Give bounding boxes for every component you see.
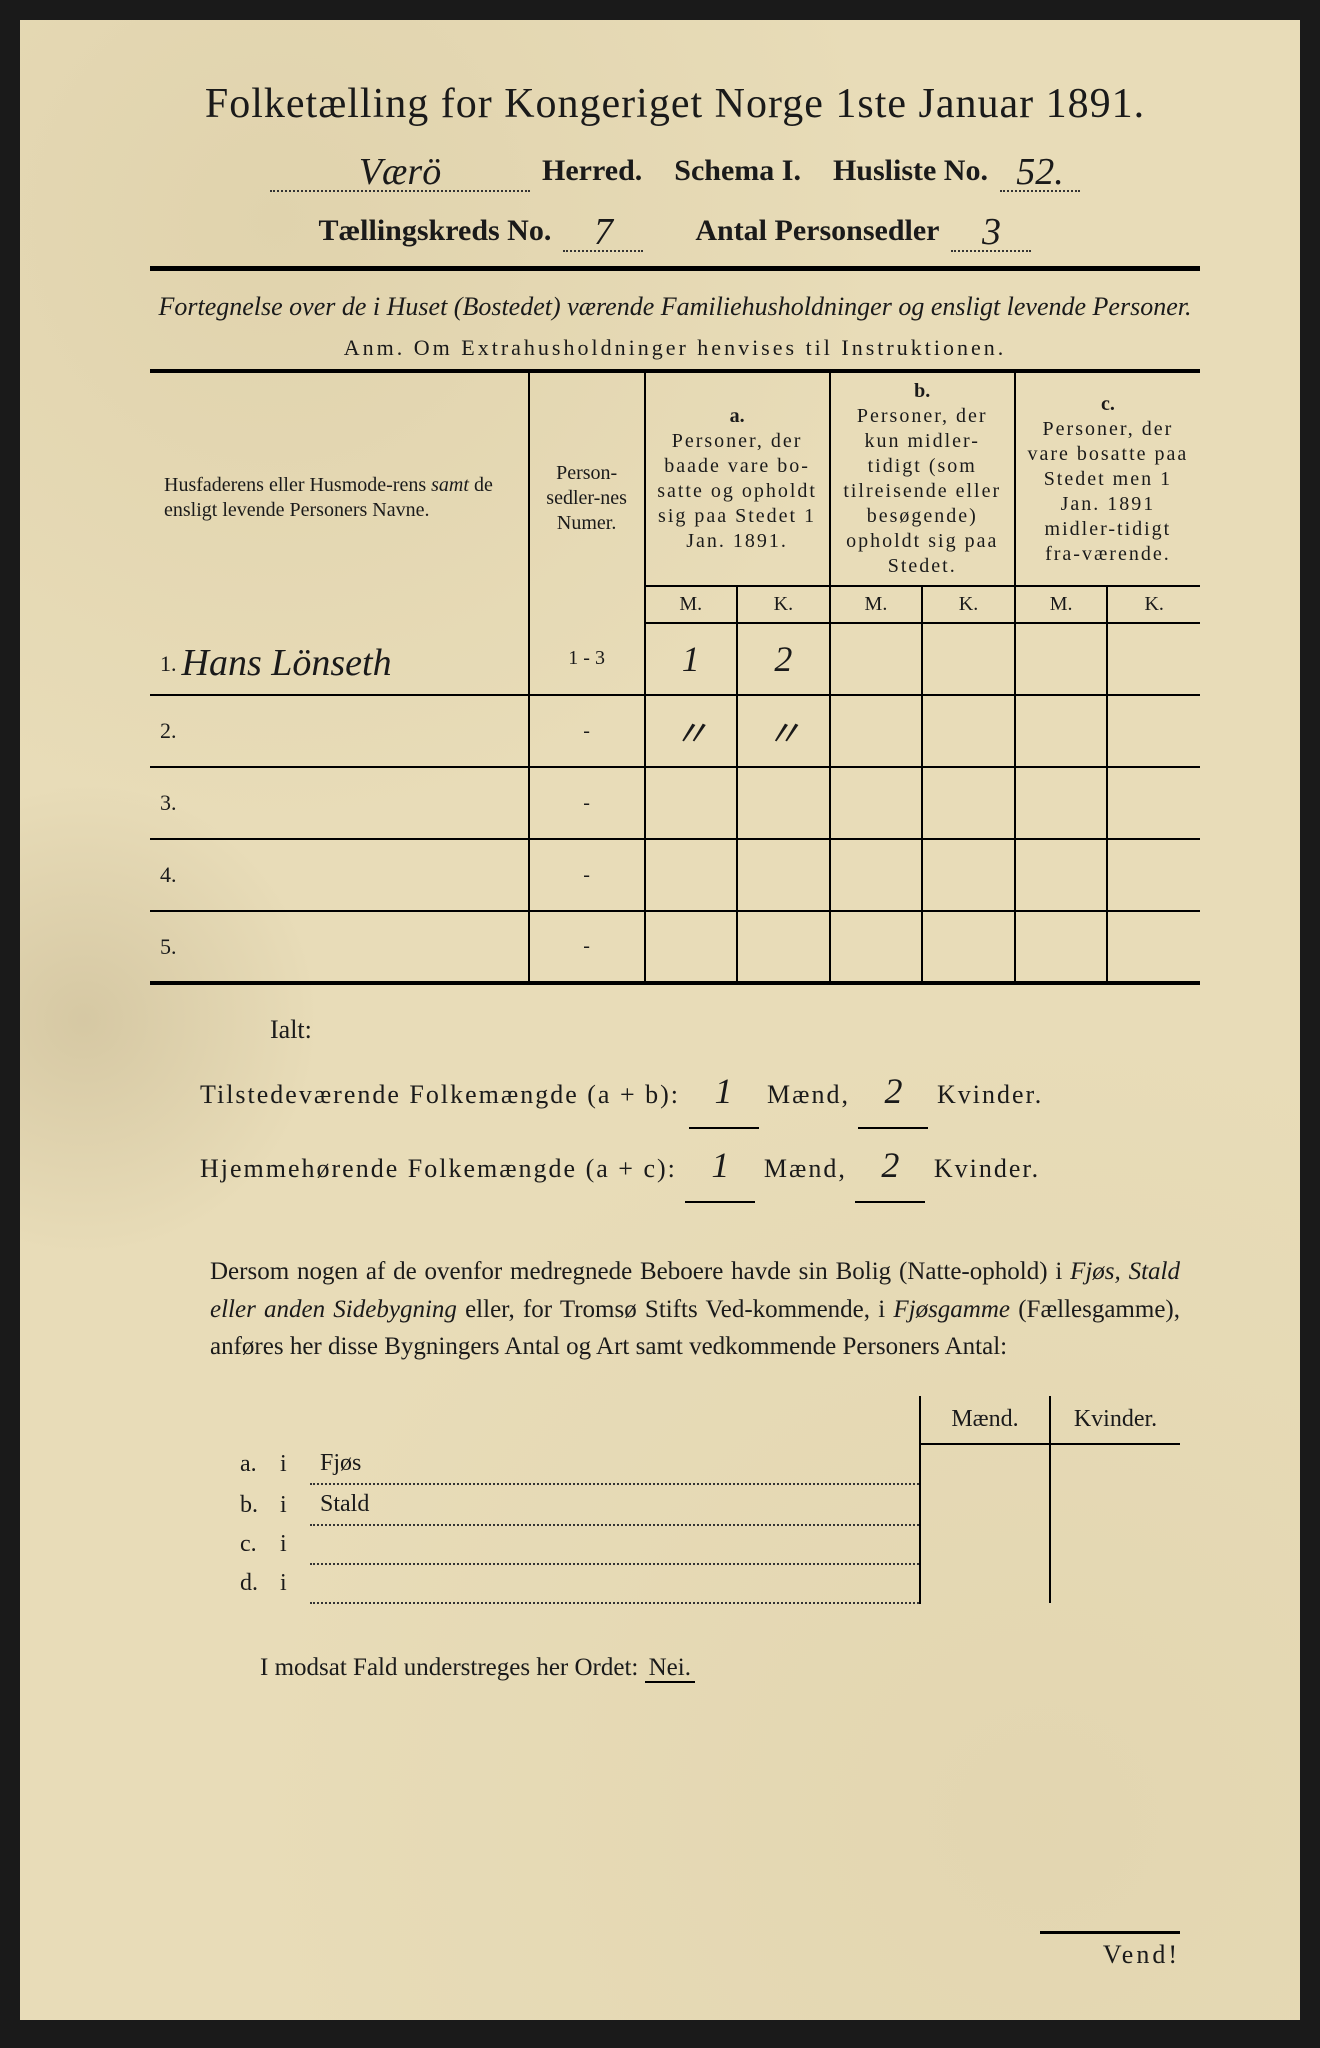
- census-form-page: Folketælling for Kongeriget Norge 1ste J…: [20, 20, 1300, 2020]
- table-row: 5. -: [150, 911, 1200, 983]
- building-mend-header: Mænd.: [920, 1396, 1050, 1444]
- main-table: Husfaderens eller Husmode-rens samt de e…: [150, 369, 1200, 985]
- ialt-label: Ialt:: [270, 1015, 1200, 1045]
- col-a-k: K.: [737, 586, 830, 623]
- tilstede-m: 1: [715, 1071, 733, 1111]
- husliste-label: Husliste No.: [833, 154, 988, 188]
- page-title: Folketælling for Kongeriget Norge 1ste J…: [150, 80, 1200, 128]
- col-c-k: K.: [1107, 586, 1200, 623]
- antal-field: 3: [951, 206, 1031, 252]
- building-block: Mænd. Kvinder. a. i Fjøs b. i Stald c. i…: [230, 1396, 1180, 1604]
- nei-line: I modsat Fald understreges her Ordet: Ne…: [260, 1654, 1200, 1682]
- table-row: 2. - 〃 〃: [150, 695, 1200, 767]
- herred-label: Herred.: [542, 154, 642, 188]
- herred-value: Værö: [359, 151, 441, 193]
- header-row-2: Tællingskreds No. 7 Antal Personsedler 3: [150, 206, 1200, 252]
- totals-block: Tilstedeværende Folkemængde (a + b): 1 M…: [200, 1055, 1200, 1203]
- hjemme-k: 2: [881, 1145, 899, 1185]
- schema-label: Schema I.: [674, 154, 801, 188]
- kreds-label: Tællingskreds No.: [319, 214, 552, 248]
- vend-label: Vend!: [1040, 1931, 1180, 1970]
- col-a-header: a. Personer, der baade vare bo-satte og …: [645, 371, 830, 586]
- husliste-field: 52.: [1000, 146, 1080, 192]
- table-row: 4. -: [150, 839, 1200, 911]
- building-row: c. i: [230, 1525, 1180, 1564]
- col-b-header: b. Personer, der kun midler-tidigt (som …: [830, 371, 1015, 586]
- table-row: 3. -: [150, 767, 1200, 839]
- antal-label: Antal Personsedler: [695, 214, 939, 248]
- kreds-value: 7: [594, 211, 613, 253]
- col-a-m: M.: [645, 586, 738, 623]
- col-c-header: c. Personer, der vare bosatte paa Stedet…: [1015, 371, 1200, 586]
- header-row-1: Værö Herred. Schema I. Husliste No. 52.: [150, 146, 1200, 192]
- col-name-header: Husfaderens eller Husmode-rens samt de e…: [150, 371, 529, 623]
- anm-note: Anm. Om Extrahusholdninger henvises til …: [150, 335, 1200, 361]
- hjemme-m: 1: [711, 1145, 729, 1185]
- totals-line-2: Hjemmehørende Folkemængde (a + c): 1 Mæn…: [200, 1129, 1200, 1203]
- tilstede-k: 2: [884, 1071, 902, 1111]
- building-paragraph: Dersom nogen af de ovenfor medregnede Be…: [210, 1253, 1180, 1366]
- husliste-value: 52.: [1016, 151, 1064, 193]
- kreds-field: 7: [563, 206, 643, 252]
- building-row: a. i Fjøs: [230, 1444, 1180, 1484]
- subtitle: Fortegnelse over de i Huset (Bostedet) v…: [150, 289, 1200, 325]
- herred-field: Værö: [270, 146, 530, 192]
- building-row: d. i: [230, 1564, 1180, 1603]
- col-b-k: K.: [922, 586, 1015, 623]
- building-row: b. i Stald: [230, 1484, 1180, 1525]
- col-c-m: M.: [1015, 586, 1108, 623]
- col-b-m: M.: [830, 586, 923, 623]
- rule-1: [150, 266, 1200, 271]
- antal-value: 3: [982, 211, 1001, 253]
- totals-line-1: Tilstedeværende Folkemængde (a + b): 1 M…: [200, 1055, 1200, 1129]
- table-row: 1. Hans Lönseth 1 - 3 1 2: [150, 623, 1200, 695]
- building-kvinder-header: Kvinder.: [1050, 1396, 1180, 1444]
- nei-word: Nei.: [645, 1654, 695, 1683]
- col-numer-header: Person-sedler-nes Numer.: [529, 371, 645, 623]
